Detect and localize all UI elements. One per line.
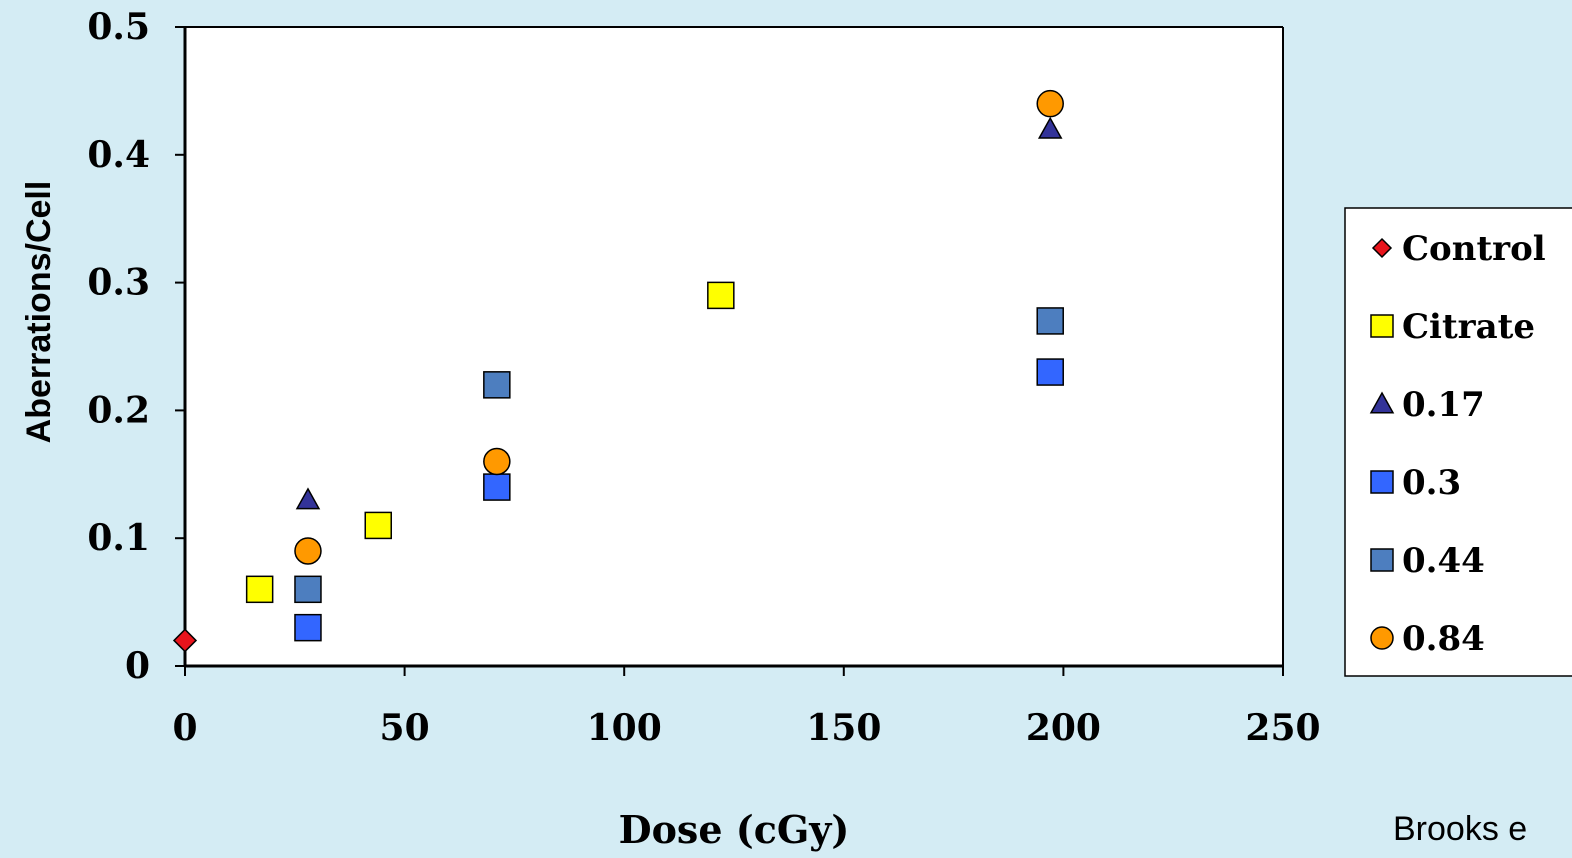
data-point-control	[172, 628, 198, 653]
data-point-0-3	[483, 473, 511, 501]
legend-marker	[1369, 391, 1395, 414]
x-tick-label: 50	[380, 707, 430, 749]
data-point-0-44	[1036, 307, 1064, 335]
data-point-0-84	[294, 537, 322, 565]
legend-items: Control Citrate 0.17 0.3 0.44 0.84	[1369, 229, 1546, 659]
legend-label: Citrate	[1402, 307, 1535, 347]
y-tick-label: 0	[125, 645, 150, 687]
y-tick-label: 0.4	[87, 134, 150, 176]
legend-marker	[1370, 314, 1394, 338]
axis-ticks: 0 50 100 150 200 250 0 0.1 0.2 0.3 0.4 0.5	[87, 6, 1320, 749]
data-point-0-84	[1036, 89, 1064, 118]
y-tick-label: 0.1	[87, 517, 150, 559]
credit-text: Brooks e	[1393, 810, 1527, 848]
x-tick-label: 0	[172, 707, 197, 749]
data-point-0-17	[1037, 116, 1063, 139]
legend-marker	[1370, 626, 1394, 650]
legend-marker	[1370, 548, 1394, 572]
legend-marker	[1371, 237, 1393, 259]
plot-area	[185, 27, 1283, 666]
data-point-0-44	[483, 371, 511, 399]
legend: Control Citrate 0.17 0.3 0.44 0.84	[1344, 207, 1572, 677]
data-point-0-3	[1036, 358, 1064, 386]
x-tick-label: 100	[587, 707, 662, 749]
data-point-0-17	[295, 487, 321, 510]
y-tick-label: 0.3	[87, 262, 150, 304]
data-point-0-44	[294, 575, 322, 604]
y-tick-label: 0.2	[87, 389, 150, 431]
legend-label: 0.44	[1402, 541, 1485, 581]
y-tick-label: 0.5	[87, 6, 150, 48]
x-tick-label: 200	[1026, 707, 1101, 749]
legend-label: 0.3	[1402, 463, 1461, 503]
data-point-0-3	[294, 613, 322, 642]
data-point-citrate	[364, 511, 392, 540]
data-point-citrate	[707, 281, 735, 310]
legend-label: 0.84	[1402, 619, 1485, 659]
legend-box	[1344, 207, 1572, 677]
legend-label: 0.17	[1402, 385, 1485, 425]
x-axis-title: Dose (cGy)	[619, 807, 850, 852]
x-tick-label: 250	[1245, 707, 1320, 749]
data-point-citrate	[245, 575, 274, 604]
data-point-0-84	[483, 447, 511, 476]
legend-marker	[1370, 470, 1394, 494]
x-tick-label: 150	[806, 707, 881, 749]
y-axis-title: Aberrations/Cell	[20, 181, 58, 444]
legend-label: Control	[1402, 229, 1546, 269]
data-points	[172, 89, 1064, 653]
